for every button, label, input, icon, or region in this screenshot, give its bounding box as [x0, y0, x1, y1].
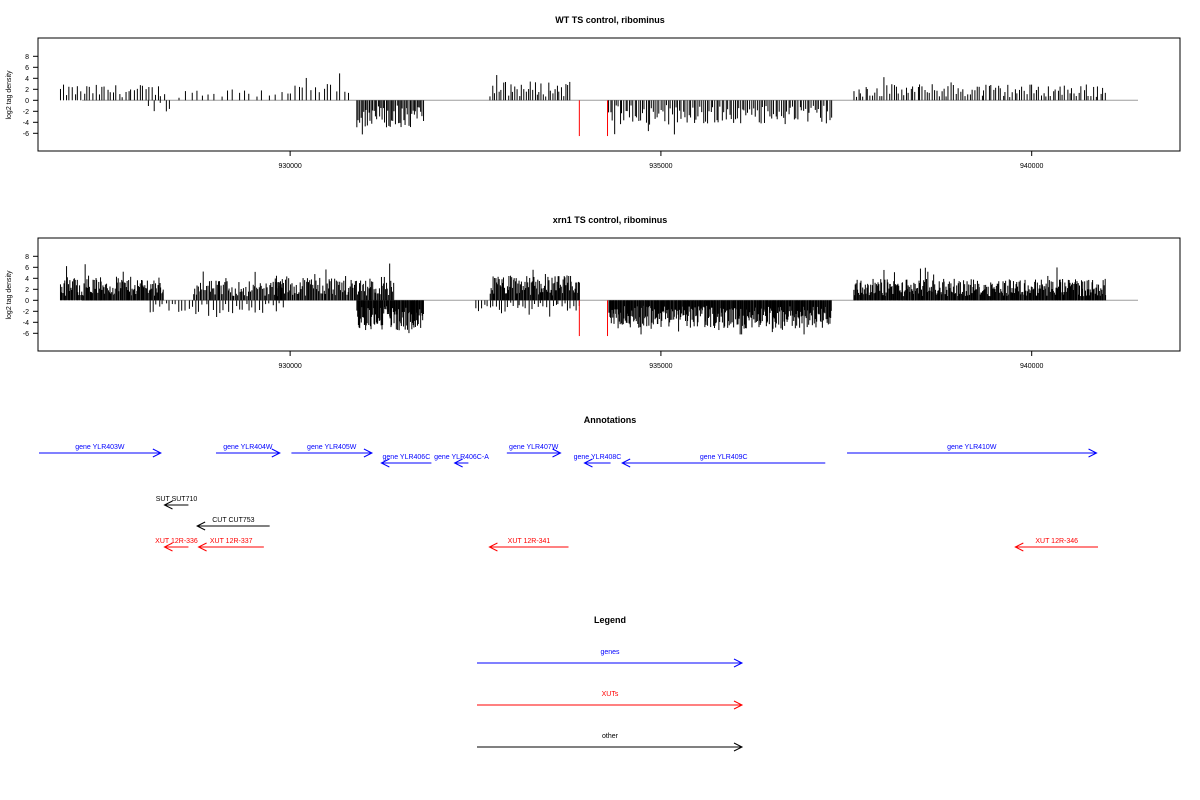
legend-panel: Legend genes XUTs other	[477, 615, 744, 752]
y-tick-label: -2	[23, 309, 29, 316]
feature-arrowhead	[163, 542, 173, 552]
annotation-feature: gene YLR410W	[847, 444, 1098, 458]
y-tick-label: -4	[23, 320, 29, 327]
feature-label: XUT 12R-346	[1035, 538, 1078, 545]
y-tick-label: 0	[25, 98, 29, 105]
feature-label: XUT 12R-337	[210, 538, 253, 545]
annotations-panel: Annotations gene YLR403W gene YLR404W gene…	[39, 415, 1098, 552]
annotation-feature: gene YLR405W	[291, 444, 374, 458]
xrn1-y-axis-label: log2 tag density	[6, 270, 13, 320]
feature-label: gene YLR406C	[383, 454, 431, 461]
feature-label: gene YLR409C	[700, 454, 748, 461]
legend-items: genes XUTs other	[477, 649, 744, 752]
annotation-feature: gene YLR403W	[39, 444, 162, 458]
feature-arrowhead	[583, 458, 593, 468]
annotations-title: Annotations	[584, 415, 637, 425]
y-tick-label: 6	[25, 265, 29, 272]
y-tick-label: 2	[25, 287, 29, 294]
annotation-feature: XUT 12R-346	[1014, 538, 1098, 552]
feature-arrowhead	[152, 448, 162, 458]
feature-arrowhead	[1014, 542, 1024, 552]
annotation-features: gene YLR403W gene YLR404W gene YLR405W gene…	[39, 444, 1098, 552]
xrn1-highlight-bars	[578, 300, 609, 337]
feature-arrowhead	[197, 542, 207, 552]
annotation-feature: XUT 12R-337	[197, 538, 264, 552]
feature-label: gene YLR403W	[75, 444, 125, 451]
feature-arrowhead	[271, 448, 281, 458]
xrn1-track-title: xrn1 TS control, ribominus	[553, 215, 668, 225]
xrn1-track-panel: xrn1 TS control, ribominus -6 -4 -2 0 2 4 6 8 9…	[6, 215, 1181, 370]
feature-arrowhead	[196, 521, 206, 531]
feature-label: SUT SUT710	[156, 496, 198, 503]
annotation-feature: gene YLR408C	[574, 454, 622, 468]
feature-arrowhead	[380, 458, 390, 468]
feature-label: gene YLR405W	[307, 444, 357, 451]
feature-label: XUT 12R-341	[508, 538, 551, 545]
feature-label: gene YLR410W	[947, 444, 997, 451]
x-tick-label: 930000	[278, 363, 301, 370]
annotation-feature: CUT CUT753	[196, 517, 270, 531]
feature-label: gene YLR406C-A	[434, 454, 489, 461]
wt-highlight-bars	[578, 100, 609, 137]
feature-arrowhead	[621, 458, 631, 468]
legend-item: XUTs	[477, 691, 744, 710]
xrn1-y-axis: -6 -4 -2 0 2 4 6 8	[23, 254, 38, 338]
legend-title: Legend	[594, 615, 626, 625]
legend-item: genes	[477, 649, 744, 668]
wt-y-axis-label: log2 tag density	[6, 70, 13, 120]
y-tick-label: 4	[25, 276, 29, 283]
y-tick-label: 4	[25, 76, 29, 83]
y-tick-label: 2	[25, 87, 29, 94]
y-tick-label: 8	[25, 254, 29, 261]
feature-arrowhead	[163, 500, 173, 510]
wt-x-axis: 930000 935000 940000	[278, 151, 1043, 170]
annotation-feature: gene YLR406C	[380, 454, 432, 468]
wt-y-axis: -6 -4 -2 0 2 4 6 8	[23, 54, 38, 138]
y-tick-label: 0	[25, 298, 29, 305]
wt-plot-frame	[37, 37, 1181, 152]
annotation-feature: XUT 12R-336	[155, 538, 198, 552]
x-tick-label: 940000	[1020, 163, 1043, 170]
xrn1-x-axis: 930000 935000 940000	[278, 351, 1043, 370]
annotation-feature: gene YLR409C	[621, 454, 826, 468]
x-tick-label: 935000	[649, 363, 672, 370]
xrn1-signal-bars	[59, 263, 1107, 335]
annotation-feature: gene YLR404W	[215, 444, 281, 458]
legend-item-label: XUTs	[602, 691, 619, 698]
wt-track-panel: WT TS control, ribominus -6 -4 -2 0 2 4 6 8 930…	[6, 15, 1181, 170]
annotation-feature: XUT 12R-341	[488, 538, 569, 552]
y-tick-label: 6	[25, 65, 29, 72]
legend-item-label: genes	[600, 649, 620, 656]
y-tick-label: -2	[23, 109, 29, 116]
wt-signal-bars	[59, 73, 1106, 135]
y-tick-label: -6	[23, 331, 29, 338]
feature-arrowhead	[1088, 448, 1098, 458]
wt-track-title: WT TS control, ribominus	[555, 15, 665, 25]
y-tick-label: -6	[23, 131, 29, 138]
xrn1-plot-frame	[37, 237, 1181, 352]
feature-arrowhead	[453, 458, 463, 468]
annotation-feature: SUT SUT710	[156, 496, 198, 510]
legend-item: other	[477, 733, 744, 752]
feature-arrowhead	[488, 542, 498, 552]
x-tick-label: 935000	[649, 163, 672, 170]
feature-label: gene YLR404W	[223, 444, 273, 451]
x-tick-label: 930000	[278, 163, 301, 170]
x-tick-label: 940000	[1020, 363, 1043, 370]
feature-arrowhead	[733, 658, 744, 668]
feature-arrowhead	[363, 448, 374, 458]
feature-label: CUT CUT753	[212, 517, 254, 524]
annotation-feature: gene YLR406C-A	[434, 454, 489, 468]
feature-arrowhead	[733, 742, 744, 752]
legend-item-label: other	[602, 733, 619, 740]
annotation-feature: gene YLR407W	[506, 444, 562, 458]
feature-label: XUT 12R-336	[155, 538, 198, 545]
feature-label: gene YLR407W	[509, 444, 559, 451]
y-tick-label: 8	[25, 54, 29, 61]
feature-label: gene YLR408C	[574, 454, 622, 461]
y-tick-label: -4	[23, 120, 29, 127]
feature-arrowhead	[552, 448, 562, 458]
feature-arrowhead	[733, 700, 744, 710]
